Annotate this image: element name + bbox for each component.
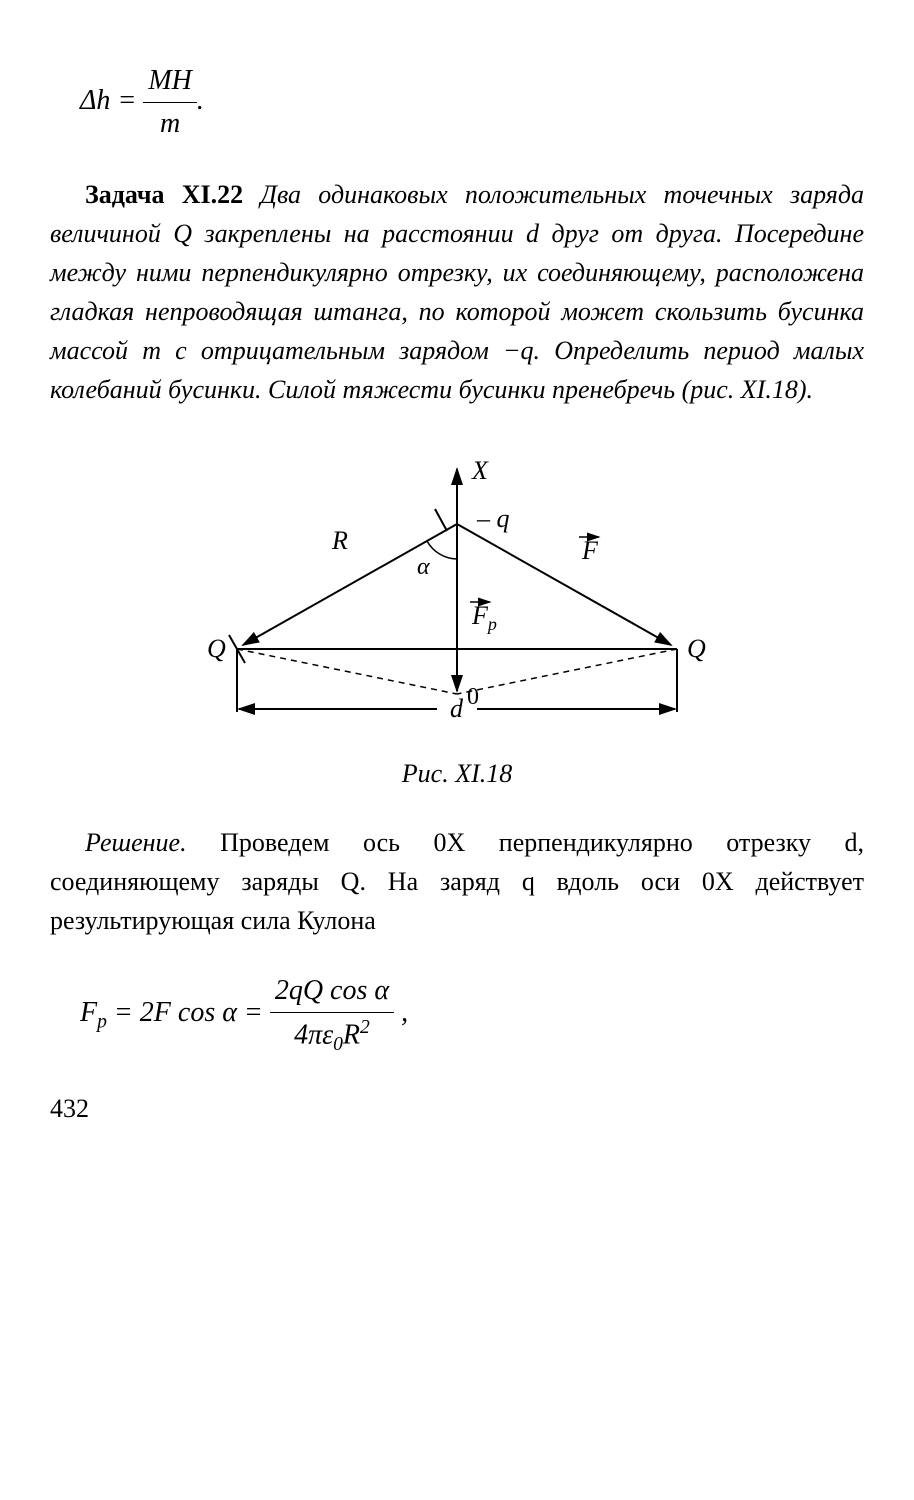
eq1-fraction: MH m [143, 60, 197, 145]
eq2-fp: Fр [80, 997, 107, 1028]
dashed-left [237, 649, 457, 694]
problem-text: Два одинаковых положительных точечных за… [50, 180, 864, 404]
label-F: F [581, 536, 599, 565]
problem-title: Задача XI.22 [85, 180, 243, 209]
eq1-denominator: m [143, 103, 197, 145]
tick-top [435, 509, 447, 531]
label-zero: 0 [467, 684, 479, 710]
label-minus-q: – q [476, 504, 510, 533]
problem-statement: Задача XI.22 Два одинаковых положительны… [50, 175, 864, 409]
figure-container: X – q R F α Fр 0 Q Q [50, 449, 864, 793]
label-Q-left: Q [207, 634, 226, 663]
solution-block: Решение. Проведем ось 0X перпендикулярно… [50, 823, 864, 940]
eq2-mid: = 2F cos α = [114, 997, 270, 1028]
eq2-suffix: , [401, 997, 408, 1028]
figure-caption: Рис. XI.18 [50, 754, 864, 793]
segment-R [243, 524, 457, 645]
eq2-fraction: 2qQ cos α 4πε0R2 [270, 970, 394, 1059]
eq1-lhs: Δh [80, 85, 110, 116]
dashed-right [457, 649, 677, 694]
label-Fp: Fр [471, 601, 497, 634]
eq1-suffix: . [197, 85, 204, 116]
eq2-numerator: 2qQ cos α [270, 970, 394, 1013]
label-Q-right: Q [687, 634, 706, 663]
solution-label: Решение. [85, 828, 187, 857]
equation-delta-h: Δh = MH m . [80, 60, 864, 145]
figure-diagram: X – q R F α Fр 0 Q Q [157, 449, 757, 729]
eq1-numerator: MH [143, 60, 197, 103]
label-d: d [450, 694, 464, 723]
label-R: R [331, 526, 348, 555]
page-number: 432 [50, 1089, 864, 1128]
label-X: X [471, 456, 489, 485]
eq2-denominator: 4πε0R2 [270, 1013, 394, 1059]
angle-arc [427, 541, 457, 559]
equation-fp: Fр = 2F cos α = 2qQ cos α 4πε0R2 , [80, 970, 864, 1059]
label-alpha: α [417, 554, 430, 580]
